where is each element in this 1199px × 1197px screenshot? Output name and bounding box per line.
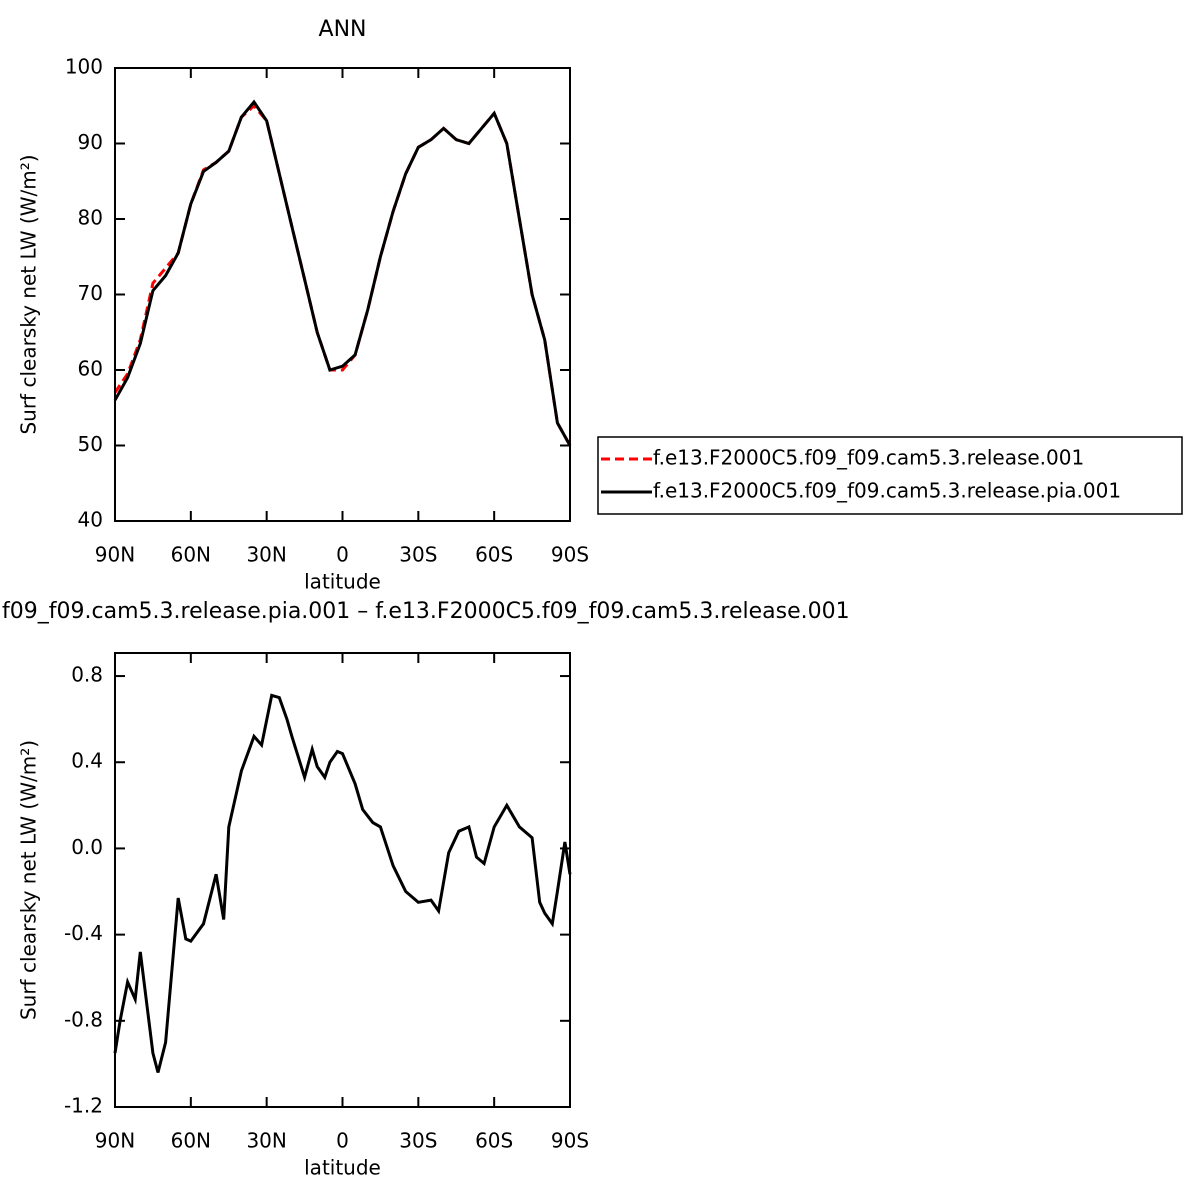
y-tick-label: -0.8 [64,1007,103,1031]
x-tick-label: 30N [246,1129,286,1153]
y-tick-label: 70 [78,281,103,305]
y-tick-label: 100 [65,55,103,79]
plot-frame [114,67,571,522]
x-tick-label: 30S [399,543,437,567]
legend-label: f.e13.F2000C5.f09_f09.cam5.3.release.001 [653,446,1084,470]
plot-frame [114,652,571,1108]
data-line [113,103,572,447]
y-tick-label: 40 [78,508,103,532]
y-tick-label: 90 [78,130,103,154]
y-axis-label: Surf clearsky net LW (W/m²) [17,154,41,434]
x-tick-label: 60N [171,543,211,567]
x-axis-label: latitude [304,1156,381,1180]
y-tick-label: 80 [78,206,103,230]
data-line [113,99,572,447]
x-tick-label: 30N [246,543,286,567]
y-tick-label: 60 [78,357,103,381]
y-tick-label: 0.0 [71,835,103,859]
x-tick-label: 30S [399,1129,437,1153]
legend-label: f.e13.F2000C5.f09_f09.cam5.3.release.pia… [653,479,1121,503]
chart-title: ANN [319,17,367,42]
x-tick-label: 90N [95,1129,135,1153]
x-tick-label: 0 [336,543,349,567]
y-tick-label: 50 [78,432,103,456]
x-tick-label: 60S [475,543,513,567]
chart-title: f.e13.F2000C5.f09_f09.cam5.3.release.pia… [0,599,850,624]
y-tick-label: -0.4 [64,921,103,945]
x-tick-label: 0 [336,1129,349,1153]
x-tick-label: 90N [95,543,135,567]
y-tick-label: 0.8 [71,663,103,687]
legend-box [597,436,1183,515]
x-tick-label: 60S [475,1129,513,1153]
x-tick-label: 90S [551,543,589,567]
x-tick-label: 90S [551,1129,589,1153]
y-axis-label: Surf clearsky net LW (W/m²) [17,740,41,1020]
y-tick-label: -1.2 [64,1094,103,1118]
x-axis-label: latitude [304,570,381,594]
x-tick-label: 60N [171,1129,211,1153]
y-tick-label: 0.4 [71,749,103,773]
data-line [113,693,572,1073]
